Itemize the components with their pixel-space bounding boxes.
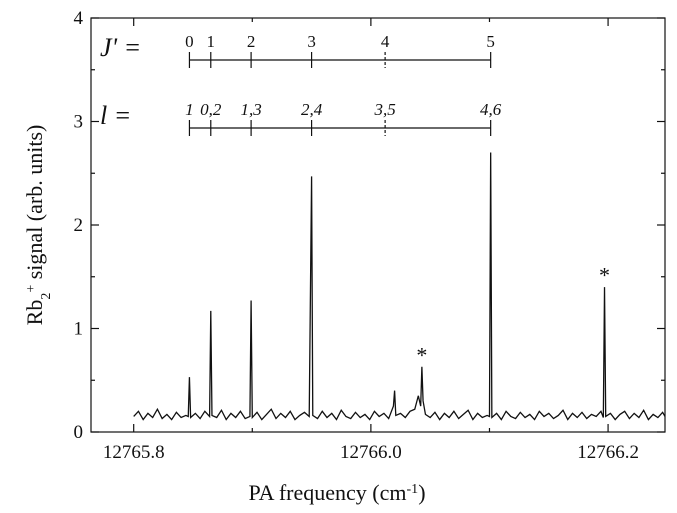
ladder-label: J' = <box>100 33 141 62</box>
y-tick-label: 0 <box>74 422 84 443</box>
x-label-sup: -1 <box>407 482 419 497</box>
ladder-tick-label: 1 <box>185 100 194 119</box>
ladder-tick-label: 1 <box>207 32 216 51</box>
ladder-tick-label: 2,4 <box>301 100 323 119</box>
y-axis-label: Rb2+ signal (arb. units) <box>22 125 54 326</box>
ladder-label: l = <box>100 101 131 130</box>
annotation: * <box>599 263 610 288</box>
ladder-tick-label: 0,2 <box>200 100 222 119</box>
ladder-tick-label: 3 <box>307 32 316 51</box>
ladder-tick-label: 2 <box>247 32 256 51</box>
ladder-tick-label: 1,3 <box>240 100 261 119</box>
plot-frame <box>90 17 666 433</box>
annotation: * <box>416 342 427 367</box>
x-label-text: PA frequency (cm <box>248 480 406 505</box>
spectrum-line <box>133 152 666 421</box>
y-tick-label: 4 <box>74 8 84 29</box>
y-label-text: Rb <box>22 300 47 326</box>
ladder-tick-label: 3,5 <box>373 100 395 119</box>
ladder-tick-label: 0 <box>185 32 194 51</box>
x-tick-label: 12766.2 <box>577 442 639 463</box>
x-axis-label: PA frequency (cm-1) <box>248 480 425 505</box>
y-label-sub: 2 <box>39 293 54 300</box>
ladder-tick-label: 5 <box>486 32 495 51</box>
x-label-end: ) <box>418 480 425 505</box>
y-tick-label: 1 <box>74 319 84 340</box>
y-label-sup: + <box>24 285 39 293</box>
x-tick-label: 12765.8 <box>103 442 165 463</box>
x-tick-label: 12766.0 <box>340 442 402 463</box>
y-tick-label: 3 <box>74 112 84 133</box>
y-tick-label: 2 <box>74 215 84 236</box>
y-label-end: signal (arb. units) <box>22 125 47 285</box>
ladder-tick-label: 4,6 <box>480 100 502 119</box>
ladder-tick-label: 4 <box>381 32 390 51</box>
